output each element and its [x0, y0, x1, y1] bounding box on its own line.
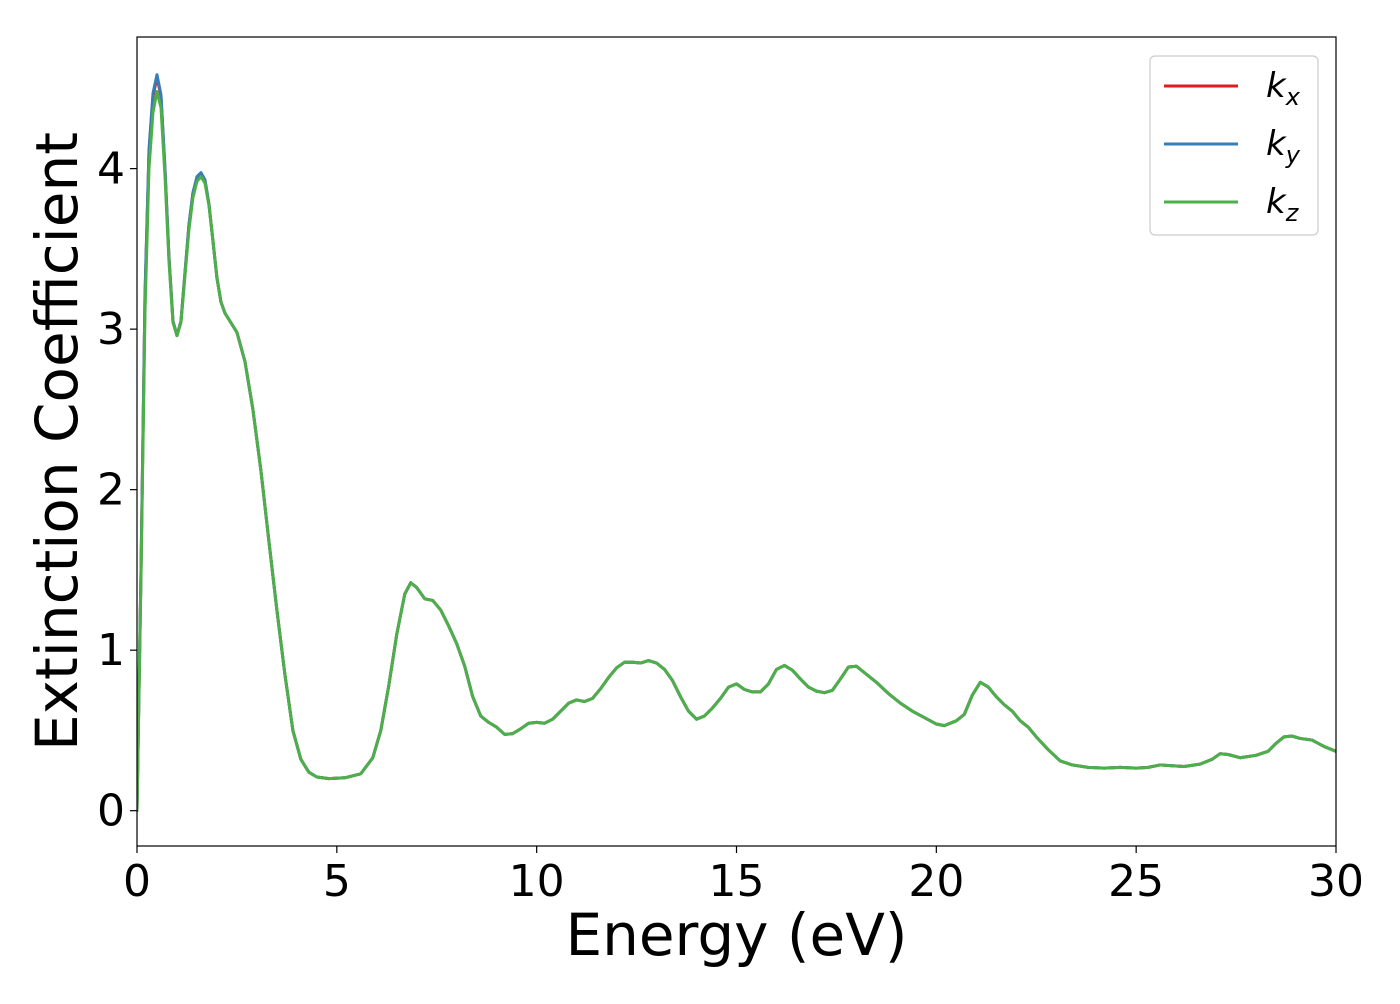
x-tick-label: 15: [709, 856, 765, 907]
x-axis-title: Energy (eV): [565, 901, 907, 969]
y-tick-label: 2: [97, 465, 125, 516]
x-tick-label: 5: [323, 856, 351, 907]
legend-label-subscript: z: [1285, 199, 1300, 227]
y-tick-label: 0: [97, 786, 125, 837]
legend-label-subscript: x: [1285, 83, 1301, 111]
legend-label-y: ky: [1266, 124, 1301, 169]
legend-label-base: k: [1266, 182, 1287, 222]
legend-label-z: kz: [1266, 182, 1300, 227]
series-line-z: [137, 90, 1336, 813]
legend-label-base: k: [1266, 124, 1287, 164]
x-tick-label: 30: [1308, 856, 1364, 907]
x-tick-label: 0: [123, 856, 151, 907]
y-tick-label: 4: [97, 144, 125, 195]
legend-label-base: k: [1266, 66, 1287, 106]
legend-label-subscript: y: [1285, 141, 1301, 169]
y-axis-title: Extinction Coefficient: [23, 132, 91, 751]
x-tick-label: 25: [1108, 856, 1164, 907]
legend-label-x: kx: [1266, 66, 1301, 111]
series-layer: [137, 73, 1336, 813]
y-tick-label: 3: [97, 304, 125, 355]
x-tick-label: 20: [908, 856, 964, 907]
x-tick-label: 10: [509, 856, 565, 907]
y-tick-label: 1: [97, 625, 125, 676]
ticks-layer: 0 5 10 15 20 25 30 0 1 2 3 4: [97, 144, 1364, 907]
